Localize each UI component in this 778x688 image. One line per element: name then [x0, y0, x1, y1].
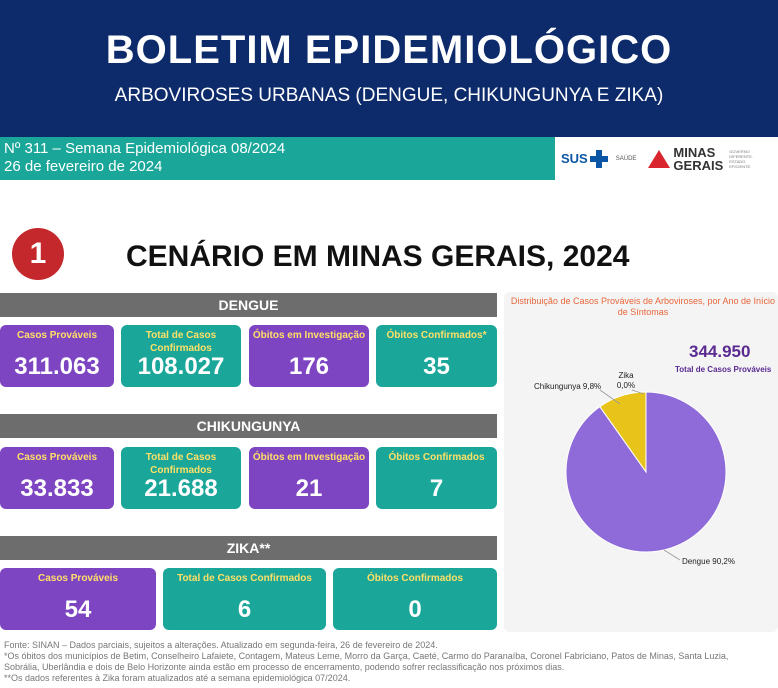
card-label: Óbitos Confirmados: [388, 452, 485, 463]
card-label: Total de Casos Confirmados: [145, 330, 217, 354]
card-value: 21.688: [144, 475, 218, 502]
card-value: 33.833: [20, 475, 94, 502]
zika-band: ZIKA**: [0, 536, 497, 560]
health-cross-icon: [589, 149, 608, 168]
card-label: Óbitos em Investigação: [252, 452, 366, 463]
chik-deaths-investigation-card: Óbitos em Investigação 21: [249, 447, 369, 509]
saude-text: SAÚDE: [615, 155, 637, 162]
card-label: Total de Casos Confirmados: [177, 573, 312, 584]
zika-confirmed-card: Total de Casos Confirmados 6: [163, 568, 326, 630]
card-value: 311.063: [14, 353, 100, 380]
chik-confirmed-card: Total de Casos Confirmados 21.688: [121, 447, 241, 509]
card-value: 35: [423, 353, 450, 380]
dengue-deaths-investigation-card: Óbitos em Investigação 176: [249, 325, 369, 387]
sus-logo: SUS: [561, 149, 608, 168]
pie-label-zika-value: 0,0%: [617, 381, 635, 390]
bulletin-date: 26 de fevereiro de 2024: [4, 158, 163, 175]
card-value: 7: [429, 475, 444, 502]
card-label: Casos Prováveis: [37, 573, 119, 584]
mg-line2: GERAIS: [673, 157, 724, 173]
dengue-band: DENGUE: [0, 293, 497, 317]
zika-probable-card: Casos Prováveis 54: [0, 568, 156, 630]
footer-note-1: *Os óbitos dos municípios de Betim, Cons…: [4, 651, 729, 661]
card-label: Total de Casos Confirmados: [145, 452, 217, 476]
chik-probable-card: Casos Prováveis 33.833: [0, 447, 114, 509]
footer-note-3: **Os dados referentes à Zika foram atual…: [4, 673, 351, 683]
pie-slice-dengue: [565, 391, 727, 553]
card-label: Casos Prováveis: [16, 452, 98, 463]
report-header: BOLETIM EPIDEMIOLÓGICO ARBOVIROSES URBAN…: [0, 0, 778, 137]
minas-triangle-icon: [648, 149, 671, 168]
mg-slogan: GOVERNO DIFERENTE. ESTADO EFICIENTE.: [729, 148, 754, 169]
chik-deaths-confirmed-card: Óbitos Confirmados 7: [376, 447, 497, 509]
footer-notes: Fonte: SINAN – Dados parciais, sujeitos …: [4, 640, 774, 684]
report-title: BOLETIM EPIDEMIOLÓGICO: [105, 28, 673, 72]
report-subtitle: ARBOVIROSES URBANAS (DENGUE, CHIKUNGUNYA…: [114, 85, 664, 106]
bulletin-info: Nº 311 – Semana Epidemiológica 08/2024 2…: [0, 137, 555, 180]
mg-line1: MINAS: [673, 144, 716, 160]
footer-source: Fonte: SINAN – Dados parciais, sujeitos …: [4, 640, 438, 650]
chart-total-label: Total de Casos Prováveis: [675, 365, 772, 374]
card-value: 108.027: [137, 353, 225, 380]
card-value: 6: [237, 596, 252, 623]
card-value: 176: [288, 353, 330, 380]
pie-label-dengue: Dengue 90,2%: [682, 557, 735, 566]
sus-text: SUS: [561, 151, 588, 166]
bulletin-number: Nº 311 – Semana Epidemiológica 08/2024: [4, 140, 286, 157]
zika-deaths-confirmed-card: Óbitos Confirmados 0: [333, 568, 497, 630]
dengue-confirmed-card: Total de Casos Confirmados 108.027: [121, 325, 241, 387]
logos: SUS SAÚDE MINAS GERAIS GOVERNO DIFERENTE…: [555, 137, 778, 180]
pie-label-zika-name: Zika: [618, 371, 634, 380]
dengue-probable-card: Casos Prováveis 311.063: [0, 325, 114, 387]
pie-leader-chikungunya: [599, 389, 621, 405]
dengue-deaths-confirmed-card: Óbitos Confirmados* 35: [376, 325, 497, 387]
chart-title: Distribuição de Casos Prováveis de Arbov…: [510, 296, 776, 317]
card-label: Óbitos Confirmados: [366, 573, 464, 584]
section-title: CENÁRIO EM MINAS GERAIS, 2024: [126, 240, 630, 273]
pie-leader-dengue: [663, 549, 681, 561]
card-value: 54: [64, 596, 92, 623]
card-label: Óbitos Confirmados*: [386, 330, 487, 341]
distribution-chart-panel: Distribuição de Casos Prováveis de Arbov…: [504, 292, 778, 632]
section-number-badge: 1: [12, 228, 64, 280]
card-value: 0: [408, 596, 422, 623]
minas-gerais-logo: MINAS GERAIS GOVERNO DIFERENTE. ESTADO E…: [648, 146, 755, 172]
card-label: Óbitos em Investigação: [252, 330, 366, 341]
chikungunya-band: CHIKUNGUNYA: [0, 414, 497, 438]
chart-total-value: 344.950: [689, 342, 751, 361]
card-label: Casos Prováveis: [16, 330, 98, 341]
card-value: 21: [295, 475, 323, 502]
pie-label-chikungunya: Chikungunya 9,8%: [534, 382, 601, 391]
pie-leader-zika: [631, 389, 645, 395]
footer-note-2: Sobrália, Uberlândia e dois de Belo Hori…: [4, 662, 565, 672]
